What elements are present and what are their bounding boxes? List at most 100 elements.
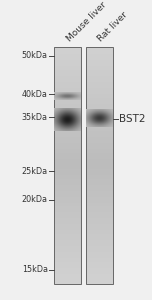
Bar: [86, 92, 113, 94]
Bar: [54, 88, 81, 90]
Bar: [86, 143, 113, 145]
Bar: [54, 175, 81, 177]
Bar: [86, 234, 113, 236]
Bar: [86, 74, 113, 76]
Bar: [86, 183, 113, 185]
Bar: [54, 281, 81, 284]
Bar: [86, 161, 113, 163]
Bar: [54, 62, 81, 64]
Bar: [54, 66, 81, 68]
Bar: [54, 153, 81, 155]
Bar: [54, 80, 81, 82]
Bar: [54, 155, 81, 157]
Bar: [86, 177, 113, 179]
Bar: [86, 264, 113, 266]
Bar: [86, 258, 113, 260]
Bar: [86, 193, 113, 195]
Bar: [54, 116, 81, 118]
Bar: [54, 82, 81, 84]
Bar: [86, 272, 113, 274]
Bar: [86, 163, 113, 165]
Bar: [86, 94, 113, 96]
Bar: [86, 78, 113, 80]
Bar: [86, 238, 113, 240]
Bar: [54, 134, 81, 135]
Bar: [54, 58, 81, 60]
Bar: [86, 212, 113, 214]
Bar: [86, 254, 113, 256]
Text: 15kDa: 15kDa: [22, 266, 48, 274]
Bar: [54, 128, 81, 129]
Bar: [54, 118, 81, 120]
Bar: [54, 64, 81, 66]
Bar: [54, 104, 81, 106]
Bar: [54, 236, 81, 238]
Text: Rat liver: Rat liver: [97, 10, 130, 44]
Bar: [54, 86, 81, 88]
Text: 35kDa: 35kDa: [22, 112, 48, 122]
Bar: [54, 50, 81, 52]
Bar: [86, 129, 113, 131]
Bar: [86, 49, 113, 50]
Bar: [54, 260, 81, 262]
Bar: [54, 240, 81, 242]
Bar: [86, 90, 113, 92]
Bar: [54, 256, 81, 258]
Bar: [54, 220, 81, 222]
Bar: [86, 122, 113, 124]
Bar: [54, 46, 81, 49]
Bar: [54, 49, 81, 50]
Bar: [54, 212, 81, 214]
Bar: [54, 112, 81, 114]
Bar: [86, 260, 113, 262]
Bar: [54, 177, 81, 179]
Bar: [54, 76, 81, 78]
Bar: [86, 281, 113, 284]
Bar: [54, 157, 81, 159]
Bar: [86, 226, 113, 228]
Bar: [54, 208, 81, 210]
Bar: [54, 141, 81, 143]
Bar: [54, 92, 81, 94]
Bar: [86, 54, 113, 56]
Bar: [54, 169, 81, 171]
Text: Mouse liver: Mouse liver: [65, 0, 108, 43]
Bar: [86, 270, 113, 272]
Bar: [86, 195, 113, 197]
Bar: [54, 120, 81, 122]
Bar: [54, 244, 81, 246]
Bar: [86, 205, 113, 206]
Bar: [86, 135, 113, 137]
Bar: [86, 50, 113, 52]
Bar: [54, 46, 81, 284]
Bar: [54, 266, 81, 268]
Bar: [86, 76, 113, 78]
Bar: [86, 116, 113, 118]
Bar: [86, 181, 113, 183]
Bar: [86, 206, 113, 208]
Bar: [54, 165, 81, 167]
Bar: [86, 46, 113, 284]
Bar: [54, 254, 81, 256]
Bar: [54, 278, 81, 280]
Bar: [54, 205, 81, 206]
Bar: [86, 171, 113, 173]
Bar: [54, 94, 81, 96]
Bar: [54, 145, 81, 147]
Bar: [86, 175, 113, 177]
Bar: [86, 240, 113, 242]
Bar: [86, 84, 113, 86]
Bar: [86, 102, 113, 104]
Bar: [54, 238, 81, 240]
Bar: [86, 228, 113, 230]
Bar: [54, 268, 81, 270]
Bar: [54, 173, 81, 175]
Bar: [86, 86, 113, 88]
Bar: [54, 280, 81, 281]
Bar: [86, 62, 113, 64]
Bar: [54, 68, 81, 70]
Bar: [54, 52, 81, 54]
Bar: [54, 56, 81, 58]
Bar: [86, 224, 113, 226]
Bar: [86, 46, 113, 49]
